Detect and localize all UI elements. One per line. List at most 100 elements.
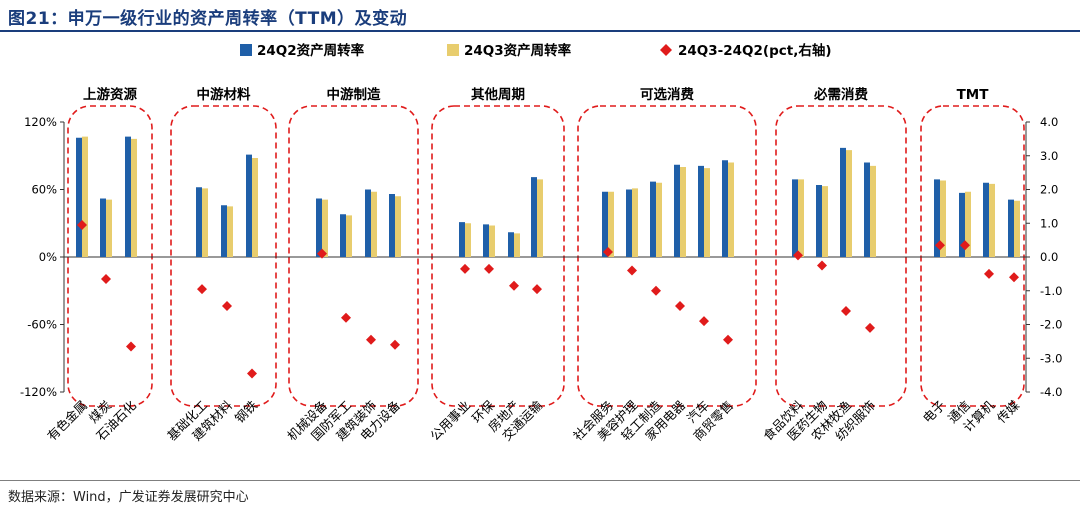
chart: 24Q2资产周转率 24Q3资产周转率 24Q3-24Q2(pct,右轴) 上游… (20, 42, 1062, 443)
left-tick-label: 0% (39, 250, 57, 264)
diff-marker (101, 273, 111, 284)
legend-label-24q3: 24Q3资产周转率 (464, 42, 572, 59)
diff-marker (935, 240, 945, 251)
bar-24q3 (82, 136, 88, 257)
bar-24q3 (940, 180, 946, 257)
bar-24q3 (680, 167, 686, 257)
bar-24q2 (459, 222, 465, 257)
legend-swatch-24q2 (240, 44, 252, 56)
diff-marker (484, 263, 494, 274)
group-frame (775, 105, 907, 407)
group-frame (920, 105, 1025, 407)
bar-24q2 (698, 165, 704, 257)
diff-marker (603, 246, 613, 257)
bar-24q2 (389, 194, 395, 257)
right-tick-label: 0.0 (1040, 250, 1058, 264)
diff-marker (675, 300, 685, 311)
diff-marker (247, 368, 257, 379)
right-tick-label: 2.0 (1040, 183, 1058, 197)
group-frames: 上游资源 中游材料 中游制造 其他周期 可选消费 必需消费 TMT (67, 86, 1025, 407)
bar-24q2 (483, 224, 489, 257)
bar-24q2 (100, 198, 106, 257)
bar-24q2 (959, 192, 965, 257)
bar-24q3 (537, 179, 543, 257)
left-tick-label: -120% (20, 385, 57, 399)
bar-24q3 (514, 233, 520, 257)
bar-24q2 (674, 164, 680, 257)
bar-24q2 (864, 162, 870, 257)
diff-marker (197, 284, 207, 295)
diff-marker (460, 263, 470, 274)
diff-points (77, 219, 1019, 379)
axes: 120% 60% 0% -60% -120% 4.0 3.0 2.0 1.0 0.0 -1.0 -2.… (20, 115, 1062, 399)
right-tick-label: 4.0 (1040, 115, 1058, 129)
diff-marker (77, 219, 87, 230)
diff-marker (1009, 272, 1019, 283)
bar-24q3 (489, 225, 495, 257)
left-tick-label: 60% (31, 183, 57, 197)
bar-24q2 (722, 160, 728, 257)
group-label: 上游资源 (83, 86, 137, 103)
group-frame (288, 105, 419, 407)
bar-24q3 (106, 199, 112, 257)
bar-24q2 (531, 177, 537, 257)
bar-24q2 (1008, 199, 1014, 257)
bar-24q2 (934, 179, 940, 257)
bars (76, 136, 1020, 257)
source-rule (0, 480, 1080, 481)
group-label: 其他周期 (471, 86, 525, 103)
bar-24q2 (196, 187, 202, 257)
source-note: 数据来源：Wind，广发证券发展研究中心 (8, 490, 249, 505)
bar-24q3 (608, 191, 614, 257)
group-frame (170, 105, 277, 407)
diff-marker (817, 260, 827, 271)
diff-marker (960, 240, 970, 251)
category-label: 钢铁 (232, 397, 261, 426)
legend-label-diff: 24Q3-24Q2(pct,右轴) (678, 42, 832, 59)
bar-24q2 (316, 198, 322, 257)
group-frame (431, 105, 565, 407)
diff-marker (532, 284, 542, 295)
right-tick-label: 3.0 (1040, 149, 1058, 163)
bar-24q2 (983, 182, 989, 257)
group-label: 必需消费 (813, 86, 868, 103)
group-frame (577, 105, 757, 407)
group-label: 中游制造 (327, 86, 381, 103)
bar-24q2 (340, 214, 346, 257)
diff-marker (651, 285, 661, 296)
bar-24q2 (816, 185, 822, 257)
bar-24q2 (246, 154, 252, 257)
group-frame (67, 105, 153, 407)
bar-24q3 (131, 138, 137, 257)
diff-marker (366, 334, 376, 345)
bar-24q3 (656, 182, 662, 257)
bar-24q2 (365, 189, 371, 257)
bar-24q3 (965, 191, 971, 257)
group-label: 可选消费 (640, 86, 694, 103)
bar-24q2 (76, 137, 82, 257)
bar-24q3 (728, 162, 734, 257)
diff-marker (841, 306, 851, 316)
legend: 24Q2资产周转率 24Q3资产周转率 24Q3-24Q2(pct,右轴) (240, 42, 832, 59)
diff-marker (699, 316, 709, 327)
bar-24q3 (870, 165, 876, 257)
bar-24q3 (202, 188, 208, 257)
right-tick-label: -3.0 (1040, 351, 1062, 365)
group-label: TMT (957, 87, 990, 103)
diff-marker (723, 334, 733, 345)
bar-24q2 (602, 191, 608, 257)
diff-marker (126, 341, 136, 352)
bar-24q3 (822, 186, 828, 257)
group-label: 中游材料 (197, 86, 251, 103)
title-rule (0, 30, 1080, 32)
bar-24q3 (465, 223, 471, 257)
category-label: 电子 (920, 398, 948, 426)
bar-24q2 (508, 232, 514, 257)
figure-title: 图21：申万一级行业的资产周转率（TTM）及变动 (8, 9, 408, 29)
bar-24q3 (322, 199, 328, 257)
bar-24q2 (650, 181, 656, 257)
bar-24q3 (346, 215, 352, 257)
bar-24q2 (221, 205, 227, 257)
diff-marker (984, 268, 994, 279)
